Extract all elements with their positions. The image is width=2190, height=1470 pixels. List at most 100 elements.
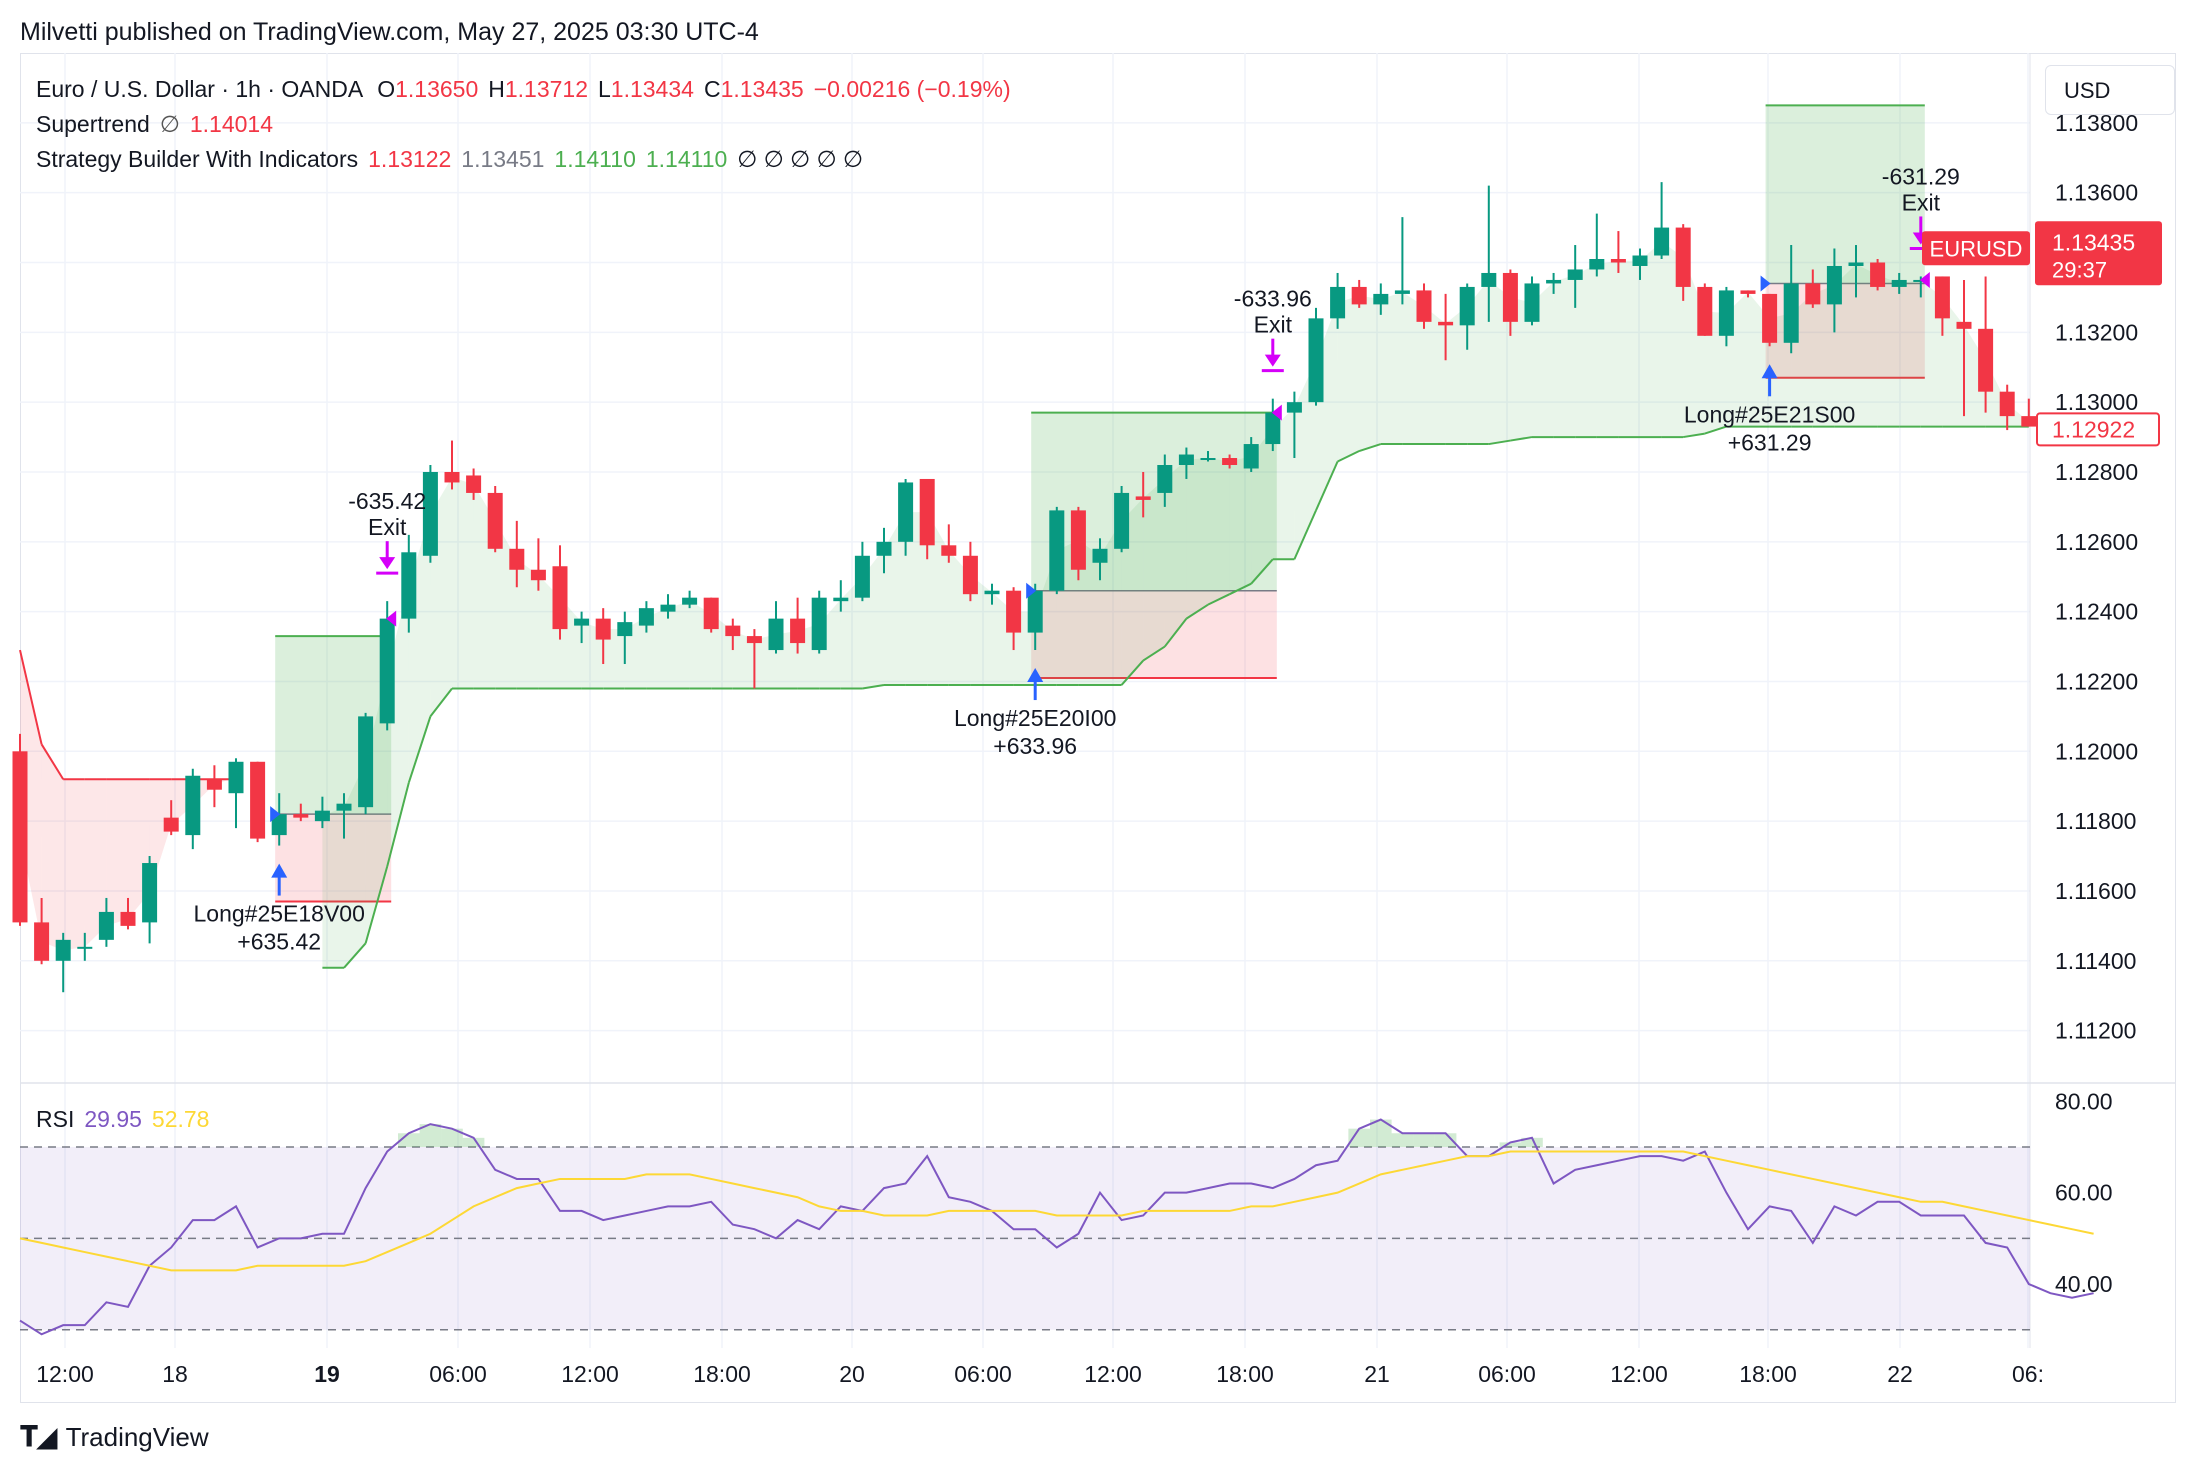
supertrend-segment	[1488, 439, 1511, 446]
supertrend-segment	[1337, 450, 1360, 463]
candle-body	[336, 803, 352, 811]
price-tick-label: 1.13600	[2055, 180, 2138, 206]
price-tick-label: 1.13200	[2055, 319, 2138, 345]
price-tick-label: 1.12800	[2055, 459, 2138, 485]
supertrend-area	[1596, 260, 1619, 438]
low-label: L	[598, 76, 611, 102]
candle-body	[790, 618, 806, 644]
supertrend-segment	[386, 782, 410, 867]
candle-body	[595, 618, 611, 640]
candle-body	[77, 946, 93, 949]
supertrend-area	[1164, 459, 1187, 647]
supertrend-segment	[40, 743, 65, 780]
time-tick-label: 21	[1364, 1361, 1390, 1387]
entry-label: Long#25E21S00	[1684, 401, 1855, 427]
open-value: 1.13650	[395, 76, 479, 102]
exit-result: -635.42	[348, 488, 426, 514]
supertrend-segment	[429, 687, 453, 718]
candle-body	[228, 761, 244, 794]
supertrend-legend[interactable]: Supertrend ∅ 1.14014	[36, 111, 283, 138]
supertrend-area	[1575, 264, 1597, 438]
currency-button[interactable]: USD	[2045, 65, 2175, 115]
candle-body	[746, 636, 762, 644]
brand-name: TradingView	[65, 1421, 209, 1452]
supertrend-segment	[1510, 436, 1533, 442]
candle-body	[941, 545, 957, 556]
supertrend-area	[322, 807, 344, 968]
supertrend-segment	[1683, 432, 1705, 439]
rsi-legend[interactable]: RSI 29.95 52.78	[36, 1106, 219, 1133]
symbol-tag: EURUSD	[1930, 236, 2023, 261]
candle-body	[854, 555, 870, 598]
rsi-ma-line	[19, 1150, 2094, 1272]
price-tick-label: 1.12600	[2055, 529, 2138, 555]
candle-body	[703, 597, 719, 630]
candle-body	[1697, 286, 1713, 336]
tradingview-mark-icon: 𝐓◢	[20, 1421, 58, 1452]
symbol-name[interactable]: Euro / U.S. Dollar · 1h · OANDA	[36, 76, 364, 102]
rsi-tick-label: 80.00	[2055, 1088, 2113, 1114]
candle-body	[509, 548, 525, 570]
time-tick-label: 22	[1887, 1361, 1913, 1387]
candle-body	[1934, 276, 1950, 319]
supertrend-label: Supertrend	[36, 111, 150, 137]
entry-result: +635.42	[237, 929, 321, 955]
time-tick-label: 12:00	[561, 1361, 619, 1387]
supertrend-empty-symbol: ∅	[159, 111, 180, 137]
time-tick-label: 12:00	[36, 1361, 94, 1387]
supertrend-segment	[862, 683, 885, 690]
candle-body	[876, 541, 892, 556]
exit-flag-icon	[1271, 404, 1282, 421]
entry-arrowhead-icon	[1761, 364, 1778, 379]
candle-body	[1351, 286, 1367, 305]
time-tick-label: 18:00	[1739, 1361, 1797, 1387]
trade-zones	[275, 104, 1925, 903]
strategy-value-1: 1.13122	[368, 146, 452, 172]
supertrend-segment	[1315, 461, 1339, 511]
rsi-label: RSI	[36, 1106, 75, 1132]
supertrend-area	[1812, 285, 1835, 427]
rsi-overbought-fill	[1499, 1142, 1522, 1147]
open-label: O	[377, 76, 396, 102]
candle-body	[1567, 269, 1583, 280]
candle-body	[250, 761, 266, 839]
strategy-legend[interactable]: Strategy Builder With Indicators 1.13122 1…	[36, 146, 873, 173]
time-tick-label: 12:00	[1084, 1361, 1142, 1387]
supertrend-price-badge	[2036, 412, 2160, 447]
strategy-value-4: 1.14110	[645, 146, 728, 172]
supertrend-area	[365, 671, 388, 944]
supertrend-area	[1380, 292, 1403, 445]
candle-body	[487, 492, 503, 549]
candle-body	[293, 814, 309, 818]
supertrend-area	[516, 559, 539, 689]
rsi-overbought-fill	[1348, 1128, 1370, 1147]
candle-body	[98, 911, 114, 940]
candle-body	[1891, 279, 1907, 287]
candle-body	[1524, 283, 1540, 322]
candle-body	[401, 552, 417, 619]
entry-arrowhead-icon	[271, 863, 288, 878]
candle-body	[1718, 290, 1734, 336]
candle-body	[962, 555, 978, 595]
candle-body	[919, 478, 935, 546]
candle-body	[1330, 286, 1346, 319]
candle-body	[379, 618, 395, 724]
time-tick-label: 19	[314, 1361, 340, 1387]
supertrend-segment	[1358, 443, 1382, 452]
supertrend-area	[1424, 306, 1446, 445]
entry-flag-icon	[270, 806, 281, 823]
stop-loss-zone	[275, 814, 392, 902]
candle-body	[1114, 492, 1130, 549]
supertrend-area	[1143, 478, 1165, 661]
stop-loss-zone	[1031, 590, 1277, 678]
candle-body	[1222, 458, 1238, 465]
candle-body	[142, 863, 158, 923]
rsi-overbought-fill	[1370, 1119, 1392, 1147]
candle-body	[2021, 416, 2037, 427]
supertrend-segment	[1120, 659, 1144, 686]
last-price: 1.13435	[2052, 229, 2135, 255]
price-tick-label: 1.12400	[2055, 599, 2138, 625]
tradingview-logo[interactable]: 𝐓◢ TradingView	[20, 1420, 209, 1454]
supertrend-area	[668, 601, 690, 689]
